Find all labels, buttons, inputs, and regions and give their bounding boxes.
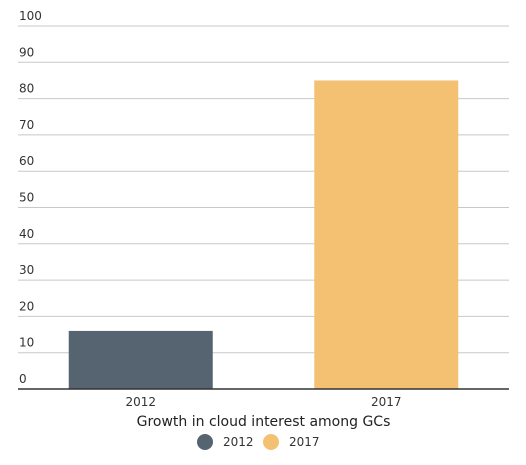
y-tick-label: 0 [19,372,27,386]
legend-swatch [263,434,279,450]
x-axis-title: Growth in cloud interest among GCs [137,414,391,430]
bar-2012 [68,330,213,389]
y-tick-label: 50 [19,191,34,205]
gridlines [18,25,509,354]
y-tick-label: 40 [19,227,34,241]
y-tick-label: 100 [19,9,42,23]
y-tick-label: 10 [19,336,34,350]
y-tick-label: 70 [19,118,34,132]
legend-label: 2017 [289,435,320,449]
bar-2017 [314,80,459,389]
y-tick-label: 90 [19,45,34,59]
y-tick-label: 20 [19,299,34,313]
legend-swatch [197,434,213,450]
y-tick-label: 80 [19,82,34,96]
x-axis-tick-labels: 2012 2017 [125,395,401,409]
y-axis-tick-labels: 0 10 20 30 40 50 60 70 80 90 100 [19,9,42,386]
y-tick-label: 30 [19,263,34,277]
x-tick-label: 2017 [371,395,402,409]
legend: 2012 2017 [197,434,320,450]
legend-label: 2012 [223,435,254,449]
x-tick-label: 2012 [125,395,156,409]
y-tick-label: 60 [19,154,34,168]
bars [68,80,459,389]
